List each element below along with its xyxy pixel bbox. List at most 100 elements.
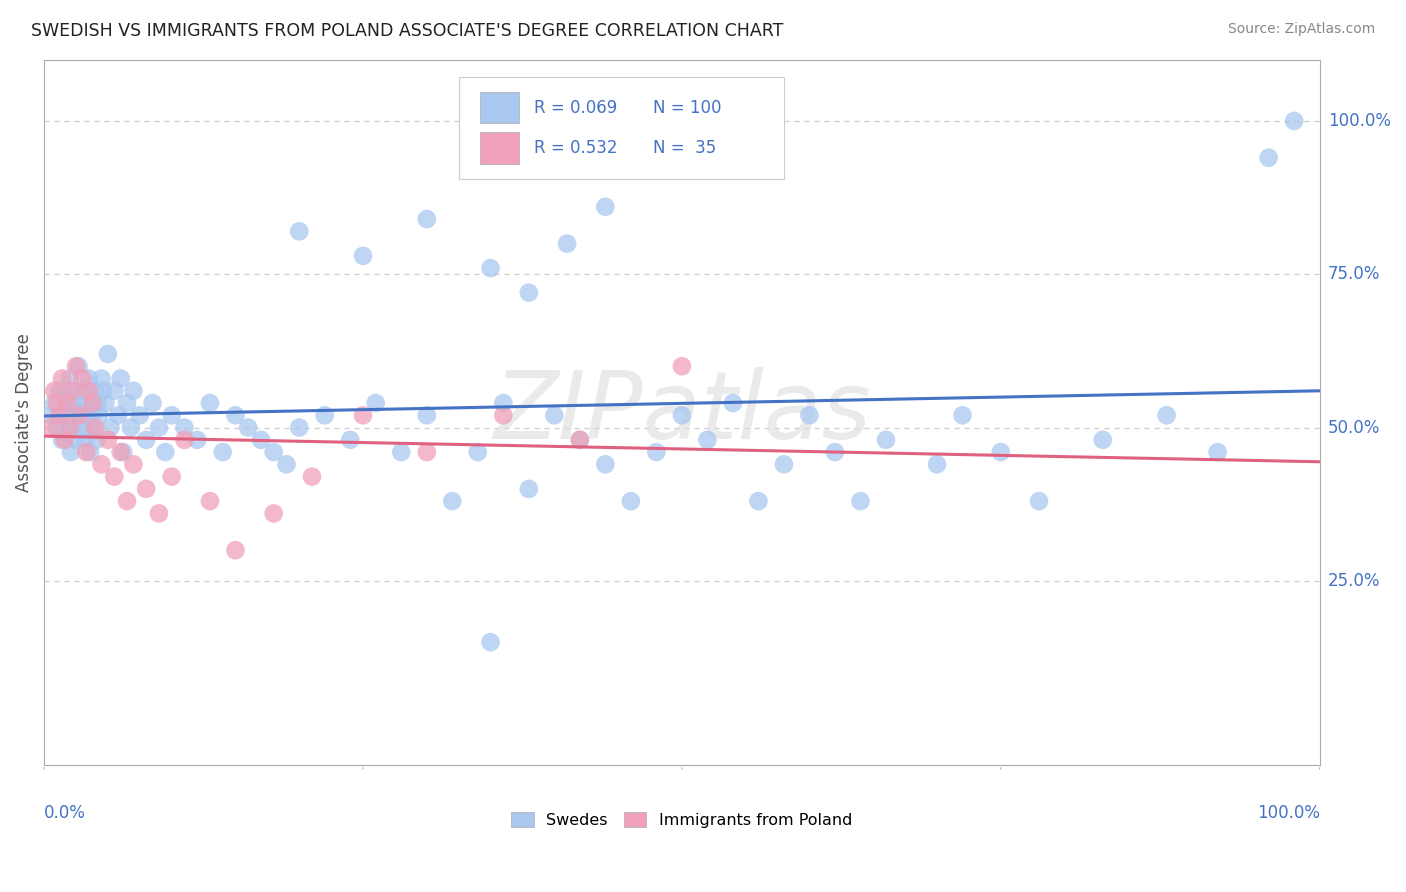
- Text: N =  35: N = 35: [652, 139, 716, 157]
- FancyBboxPatch shape: [481, 132, 519, 163]
- Point: [990, 445, 1012, 459]
- Point: [1282, 114, 1305, 128]
- Point: [59, 420, 82, 434]
- Point: [198, 494, 221, 508]
- Point: [671, 409, 693, 423]
- Point: [94, 396, 117, 410]
- Point: [51, 371, 73, 385]
- Point: [568, 433, 591, 447]
- Point: [66, 409, 89, 423]
- Point: [288, 420, 311, 434]
- Point: [53, 390, 76, 404]
- Point: [824, 445, 846, 459]
- Point: [90, 371, 112, 385]
- Point: [517, 482, 540, 496]
- Point: [263, 445, 285, 459]
- Point: [555, 236, 578, 251]
- Point: [62, 420, 84, 434]
- Point: [875, 433, 897, 447]
- Point: [77, 384, 100, 398]
- Point: [75, 396, 97, 410]
- Y-axis label: Associate's Degree: Associate's Degree: [15, 333, 32, 491]
- Point: [263, 507, 285, 521]
- Point: [288, 224, 311, 238]
- Point: [952, 409, 974, 423]
- Point: [48, 384, 70, 398]
- Text: 50.0%: 50.0%: [1329, 418, 1381, 436]
- Point: [479, 261, 502, 276]
- Point: [45, 396, 67, 410]
- Point: [186, 433, 208, 447]
- Point: [72, 384, 94, 398]
- Point: [224, 543, 246, 558]
- Point: [45, 420, 67, 434]
- Point: [645, 445, 668, 459]
- Point: [115, 396, 138, 410]
- Point: [416, 409, 439, 423]
- Point: [1257, 151, 1279, 165]
- Point: [314, 409, 336, 423]
- Point: [122, 384, 145, 398]
- Point: [65, 359, 87, 374]
- Point: [568, 433, 591, 447]
- Point: [799, 409, 821, 423]
- Point: [301, 469, 323, 483]
- Text: 25.0%: 25.0%: [1329, 572, 1381, 590]
- Point: [107, 409, 129, 423]
- Point: [60, 396, 83, 410]
- Point: [148, 420, 170, 434]
- Point: [1028, 494, 1050, 508]
- Point: [110, 371, 132, 385]
- Point: [198, 396, 221, 410]
- Point: [59, 445, 82, 459]
- Point: [48, 409, 70, 423]
- Point: [97, 347, 120, 361]
- Point: [173, 420, 195, 434]
- Point: [747, 494, 769, 508]
- Point: [77, 371, 100, 385]
- Point: [479, 635, 502, 649]
- Point: [595, 458, 617, 472]
- Point: [59, 371, 82, 385]
- Point: [135, 482, 157, 496]
- Point: [103, 469, 125, 483]
- Text: 0.0%: 0.0%: [44, 804, 86, 822]
- Point: [55, 426, 77, 441]
- Point: [56, 396, 79, 410]
- Point: [148, 507, 170, 521]
- Point: [122, 458, 145, 472]
- Point: [51, 433, 73, 447]
- Point: [110, 445, 132, 459]
- Point: [696, 433, 718, 447]
- Text: ZIPatlas: ZIPatlas: [494, 367, 870, 458]
- Point: [441, 494, 464, 508]
- FancyBboxPatch shape: [481, 92, 519, 123]
- Text: 75.0%: 75.0%: [1329, 265, 1381, 284]
- Point: [352, 249, 374, 263]
- Point: [90, 458, 112, 472]
- Point: [339, 433, 361, 447]
- Point: [276, 458, 298, 472]
- Point: [120, 420, 142, 434]
- Point: [352, 409, 374, 423]
- Point: [97, 433, 120, 447]
- Point: [173, 433, 195, 447]
- Point: [250, 433, 273, 447]
- Point: [39, 420, 62, 434]
- Point: [82, 420, 104, 434]
- Point: [86, 396, 108, 410]
- Point: [1091, 433, 1114, 447]
- Legend: Swedes, Immigrants from Poland: Swedes, Immigrants from Poland: [505, 805, 859, 834]
- Point: [60, 384, 83, 398]
- Point: [67, 359, 90, 374]
- Point: [72, 420, 94, 434]
- Point: [84, 420, 107, 434]
- Point: [53, 433, 76, 447]
- Point: [238, 420, 260, 434]
- Point: [76, 409, 98, 423]
- Point: [135, 433, 157, 447]
- Point: [79, 445, 101, 459]
- Point: [620, 494, 643, 508]
- Point: [82, 396, 104, 410]
- Point: [1156, 409, 1178, 423]
